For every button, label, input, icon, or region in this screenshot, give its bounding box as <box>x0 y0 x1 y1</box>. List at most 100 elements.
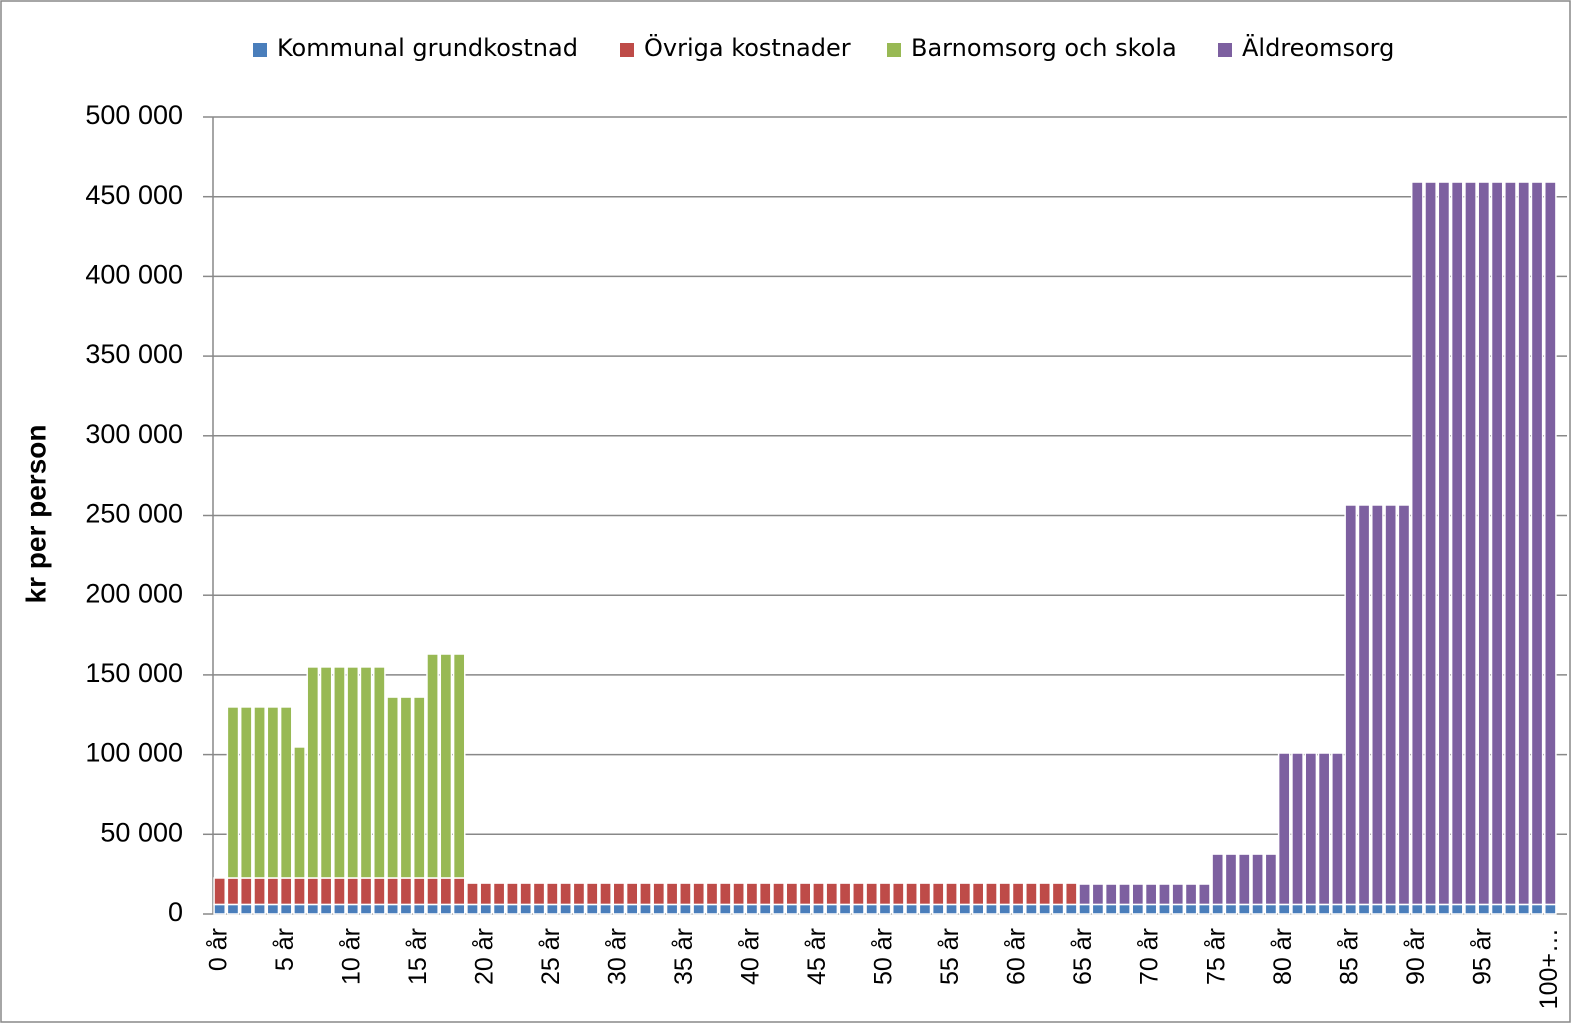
bar-segment <box>1091 903 1105 915</box>
bar-segment <box>279 903 293 915</box>
legend-swatch <box>1218 43 1232 57</box>
bar-segment <box>1184 883 1198 906</box>
x-tick-label: 95 år <box>1468 928 1496 985</box>
bar-segment <box>918 882 932 906</box>
bar-segment <box>1064 882 1078 906</box>
bar-segment <box>545 903 559 915</box>
bar-segment <box>958 903 972 915</box>
bar-segment <box>891 882 905 906</box>
bar-segment <box>253 903 266 915</box>
bar-segment <box>1184 903 1198 915</box>
y-tick-label: 50 000 <box>100 817 183 847</box>
y-tick-label: 350 000 <box>85 339 183 369</box>
bar-segment <box>732 903 745 915</box>
x-tick-label: 15 år <box>404 928 432 985</box>
bar-segment <box>532 903 546 915</box>
bar-segment <box>1118 903 1131 915</box>
y-tick-label: 200 000 <box>85 578 183 608</box>
bar-segment <box>665 903 679 915</box>
bar-segment <box>386 877 399 906</box>
bar-segment <box>1291 903 1304 915</box>
bar-segment <box>825 882 839 906</box>
bar-segment <box>1544 181 1557 906</box>
bar-segment <box>226 706 240 879</box>
y-axis-label: kr per person <box>20 425 51 604</box>
bar-segment <box>213 877 226 906</box>
bar-segment <box>732 882 745 906</box>
bar-segment <box>1237 853 1251 906</box>
bar-segment <box>319 877 333 906</box>
bar-segment <box>705 903 719 915</box>
bar-segment <box>426 653 439 879</box>
bar-segment <box>1051 882 1065 906</box>
bar-segment <box>1011 882 1025 906</box>
bar-segment <box>1357 504 1371 906</box>
bar-segment <box>998 882 1012 906</box>
bar-segment <box>1211 903 1225 915</box>
bar-segment <box>1384 903 1398 915</box>
bar-segment <box>1144 883 1158 906</box>
bar-segment <box>679 882 692 906</box>
bar-segment <box>399 903 413 915</box>
bar-segment <box>745 903 759 915</box>
bar-segment <box>652 903 666 915</box>
bar-segment <box>705 882 719 906</box>
bar-segment <box>253 706 266 879</box>
bar-segment <box>1025 882 1038 906</box>
bar-segment <box>492 882 506 906</box>
bar-segment <box>1437 903 1451 915</box>
bar-segment <box>612 903 626 915</box>
bar-segment <box>239 877 253 906</box>
bar-segment <box>1317 752 1331 906</box>
legend-label: Övriga kostnader <box>644 33 851 62</box>
bar-segment <box>905 882 918 906</box>
bar-segment <box>798 882 812 906</box>
legend-swatch <box>887 43 901 57</box>
bar-segment <box>266 877 280 906</box>
bar-segment <box>1437 181 1451 906</box>
bar-segment <box>665 882 679 906</box>
bar-segment <box>1131 903 1145 915</box>
bar-segment <box>372 903 386 915</box>
bar-segment <box>1410 903 1424 915</box>
bar-segment <box>1504 181 1517 906</box>
bar-segment <box>905 903 918 915</box>
bar-segment <box>785 882 799 906</box>
bar-segment <box>1051 903 1065 915</box>
bar-segment <box>971 882 985 906</box>
bar-segment <box>1237 903 1251 915</box>
bar-segment <box>1304 903 1318 915</box>
bar-segment <box>359 877 373 906</box>
bar-segment <box>572 882 586 906</box>
bar-segment <box>1144 903 1158 915</box>
bar-segment <box>1038 882 1052 906</box>
bar-segment <box>266 903 280 915</box>
legend-swatch <box>253 43 267 57</box>
bar-segment <box>945 882 958 906</box>
x-tick-label: 55 år <box>936 928 964 985</box>
bar-segment <box>226 877 240 906</box>
bar-segment <box>479 882 493 906</box>
x-tick-label: 35 år <box>670 928 698 985</box>
bar-segment <box>1118 883 1131 906</box>
y-tick-label: 250 000 <box>85 499 183 529</box>
x-tick-label: 25 år <box>537 928 565 985</box>
bar-segment <box>466 903 479 915</box>
bar-segment <box>1104 883 1118 906</box>
bar-segment <box>226 903 240 915</box>
bar-segment <box>1331 903 1344 915</box>
bar-segment <box>572 903 586 915</box>
bar-segment <box>639 882 652 906</box>
bar-segment <box>1450 903 1464 915</box>
bar-segment <box>559 903 572 915</box>
bar-segment <box>1264 853 1278 906</box>
bar-segment <box>466 882 479 906</box>
bar-segment <box>1544 903 1557 915</box>
bar-segment <box>1450 181 1464 906</box>
bar-segment <box>293 903 306 915</box>
x-tick-label: 60 år <box>1003 928 1031 985</box>
bar-segment <box>1277 752 1291 906</box>
bar-segment <box>1078 903 1091 915</box>
bar-segment <box>1104 903 1118 915</box>
